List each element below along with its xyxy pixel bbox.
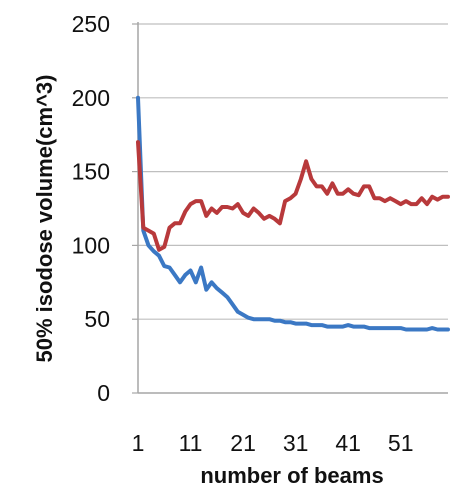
y-axis-title: 50% isodose volume(cm^3) bbox=[32, 75, 57, 363]
series-line-1 bbox=[136, 95, 450, 332]
x-tick-label: 51 bbox=[388, 430, 414, 456]
x-tick-label: 31 bbox=[283, 430, 309, 456]
x-tick-label: 21 bbox=[230, 430, 256, 456]
x-tick-label: 11 bbox=[179, 430, 203, 456]
y-tick-label: 0 bbox=[97, 380, 110, 406]
x-tick-label: 41 bbox=[335, 430, 361, 456]
y-tick-label: 200 bbox=[72, 85, 110, 111]
x-tick-label: 1 bbox=[132, 430, 145, 456]
y-tick-label: 150 bbox=[72, 159, 110, 185]
x-axis-title: number of beams bbox=[200, 463, 383, 488]
y-tick-label: 100 bbox=[72, 232, 110, 258]
y-tick-labels: 0 50 100 150 200 250 bbox=[72, 11, 138, 406]
y-tick-label: 50 bbox=[84, 306, 110, 332]
y-tick-label: 250 bbox=[72, 11, 110, 37]
series-line-2 bbox=[136, 140, 450, 252]
series-lines bbox=[136, 95, 450, 332]
x-tick-labels: 1 11 21 31 41 51 bbox=[132, 430, 414, 456]
gridlines bbox=[138, 23, 448, 320]
